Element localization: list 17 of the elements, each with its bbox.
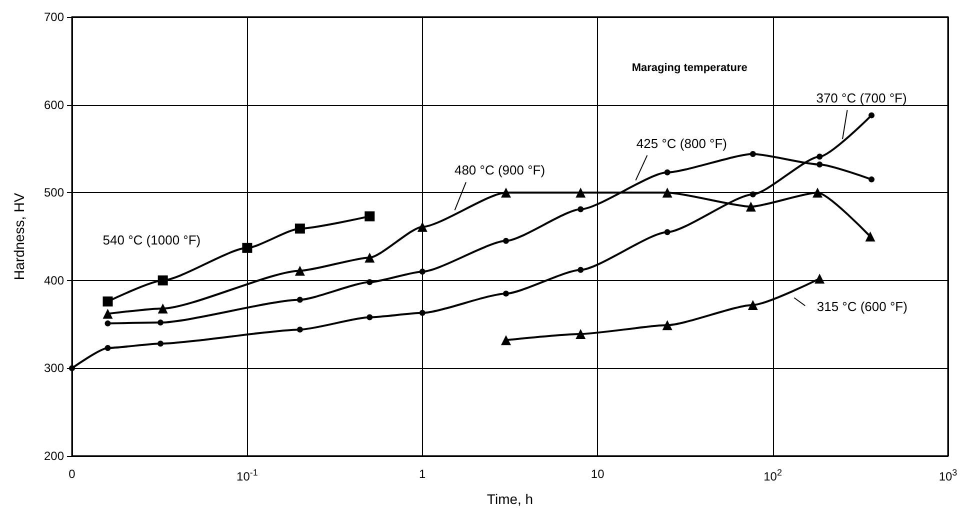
annotation: 425 °C (800 °F) bbox=[636, 136, 728, 151]
annotation: 540 °C (1000 °F) bbox=[102, 232, 201, 248]
x-axis-title: Time, h bbox=[486, 491, 534, 507]
annotation: 315 °C (600 °F) bbox=[816, 299, 908, 314]
y-axis-title: Hardness, HV bbox=[11, 192, 27, 280]
annotation: 480 °C (900 °F) bbox=[454, 162, 546, 178]
y-tick-label: 400 bbox=[44, 273, 64, 288]
y-tick-label: 300 bbox=[44, 361, 64, 376]
y-tick-label: 600 bbox=[44, 98, 64, 112]
annotation: Maraging temperature bbox=[632, 62, 748, 74]
annotation: 370 °C (700 °F) bbox=[816, 90, 907, 106]
x-tick-label: 1 bbox=[419, 467, 426, 481]
x-tick-label: 0 bbox=[68, 467, 76, 481]
y-tick-label: 500 bbox=[44, 186, 64, 200]
y-tick-label: 700 bbox=[44, 10, 64, 24]
y-tick-label: 200 bbox=[44, 449, 64, 463]
x-tick-label: 10 bbox=[590, 467, 605, 481]
